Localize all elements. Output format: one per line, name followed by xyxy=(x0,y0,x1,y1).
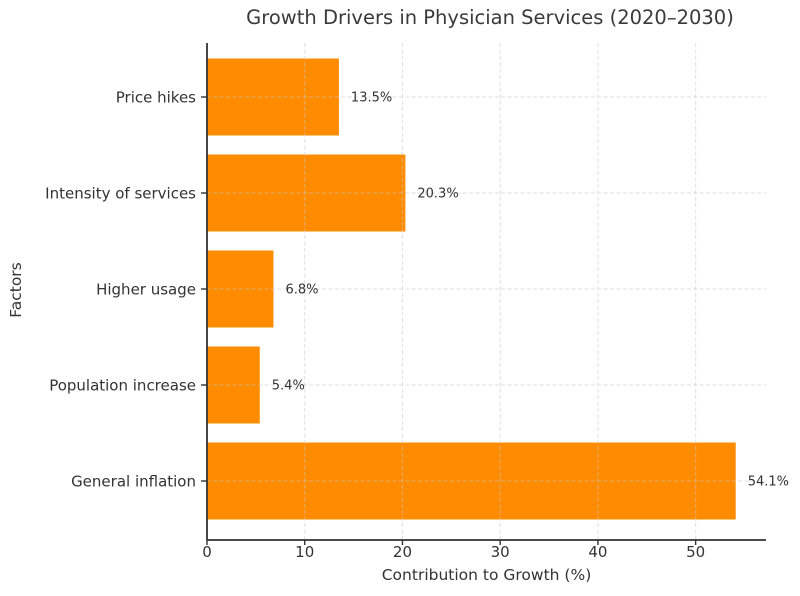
x-tick-label-0: 0 xyxy=(202,543,212,561)
x-axis-label: Contribution to Growth (%) xyxy=(381,566,592,584)
chart-title: Growth Drivers in Physician Services (20… xyxy=(246,6,734,29)
x-tick-label-30: 30 xyxy=(491,543,510,561)
value-label-intensity-of-services: 20.3% xyxy=(417,187,458,202)
category-label-price-hikes: Price hikes xyxy=(116,89,196,107)
value-label-price-hikes: 13.5% xyxy=(351,91,392,106)
category-label-population-increase: Population increase xyxy=(49,377,196,395)
value-label-population-increase: 5.4% xyxy=(272,379,305,394)
category-label-general-inflation: General inflation xyxy=(71,473,196,491)
x-tick-label-20: 20 xyxy=(393,543,412,561)
x-tick-label-10: 10 xyxy=(295,543,314,561)
x-tick-label-40: 40 xyxy=(588,543,607,561)
value-label-higher-usage: 6.8% xyxy=(285,283,318,298)
value-label-general-inflation: 54.1% xyxy=(748,475,789,490)
x-tick-label-50: 50 xyxy=(686,543,705,561)
category-label-intensity-of-services: Intensity of services xyxy=(45,185,196,203)
category-label-higher-usage: Higher usage xyxy=(96,281,196,299)
